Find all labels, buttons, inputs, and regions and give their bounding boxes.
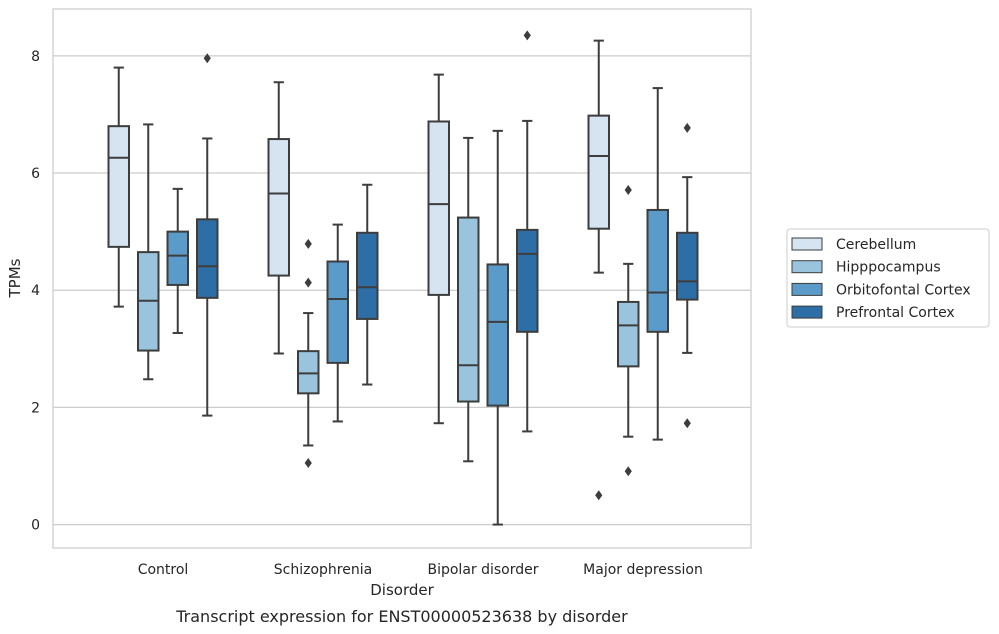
legend: Cerebellum Hipppocampus Orbitofontal Corte… — [786, 228, 990, 328]
box-groups — [107, 30, 699, 526]
outlier-point — [683, 122, 691, 133]
x-tick-label: Control — [138, 562, 189, 578]
plot-area-frame — [52, 8, 752, 549]
box-orbitofontal-cortex — [166, 187, 189, 334]
iqr-box — [646, 208, 669, 333]
iqr-box — [587, 114, 610, 230]
iqr-box — [486, 263, 509, 407]
box-cerebellum — [267, 81, 290, 355]
legend-label: Hipppocampus — [836, 260, 941, 276]
iqr-box — [617, 300, 640, 368]
y-gridlines — [53, 55, 751, 526]
box-prefrontal-cortex — [516, 30, 539, 433]
box-orbitofontal-cortex — [326, 223, 349, 423]
iqr-box — [297, 350, 320, 395]
iqr-box — [516, 228, 539, 333]
legend-swatch — [791, 282, 823, 296]
x-axis-label: Disorder — [370, 581, 434, 599]
outlier-point — [523, 30, 531, 41]
legend-label: Prefrontal Cortex — [836, 305, 955, 321]
box-prefrontal-cortex — [196, 53, 219, 417]
box-cerebellum — [587, 39, 610, 501]
legend-swatch — [791, 305, 823, 319]
outlier-point — [304, 277, 312, 288]
outlier-point — [304, 238, 312, 249]
iqr-box — [166, 230, 189, 286]
y-tick-label: 4 — [31, 283, 40, 299]
chart-caption: Transcript expression for ENST0000052363… — [175, 607, 628, 626]
x-tick-label: Major depression — [583, 562, 703, 578]
iqr-box — [356, 231, 379, 320]
iqr-box — [196, 218, 219, 299]
box-orbitofontal-cortex — [486, 129, 509, 526]
outlier-point — [624, 466, 632, 477]
outlier-point — [683, 418, 691, 429]
outlier-point — [304, 458, 312, 469]
box-hipppocampus — [297, 238, 320, 469]
x-tick-label: Bipolar disorder — [427, 562, 538, 578]
y-tick-label: 0 — [31, 518, 40, 534]
box-cerebellum — [107, 66, 130, 308]
legend-swatch — [791, 260, 823, 274]
box-prefrontal-cortex — [356, 183, 379, 386]
iqr-box — [107, 125, 130, 248]
box-hipppocampus — [137, 123, 160, 381]
legend-label: Orbitofontal Cortex — [836, 282, 971, 298]
legend-frame — [786, 228, 990, 328]
y-tick-label: 6 — [31, 166, 40, 182]
box-prefrontal-cortex — [676, 122, 699, 429]
outlier-point — [595, 490, 603, 501]
box-hipppocampus — [617, 185, 640, 477]
box-cerebellum — [427, 73, 450, 425]
iqr-box — [326, 260, 349, 364]
iqr-box — [427, 120, 450, 296]
box-orbitofontal-cortex — [646, 87, 669, 441]
iqr-box — [676, 231, 699, 301]
legend-label: Cerebellum — [836, 237, 916, 253]
y-tick-label: 8 — [31, 49, 40, 65]
outlier-point — [203, 53, 211, 64]
box-hipppocampus — [457, 136, 480, 463]
legend-swatch — [791, 237, 823, 251]
outlier-point — [624, 185, 632, 196]
iqr-box — [267, 138, 290, 277]
x-tick-label: Schizophrenia — [274, 562, 372, 578]
y-tick-label: 2 — [31, 400, 40, 416]
y-tick-labels: 0 2 4 6 8 — [31, 49, 40, 534]
y-axis-label: TPMs — [6, 258, 24, 298]
iqr-box — [457, 216, 480, 403]
x-tick-labels: Control Schizophrenia Bipolar disorder Majo… — [138, 562, 703, 578]
